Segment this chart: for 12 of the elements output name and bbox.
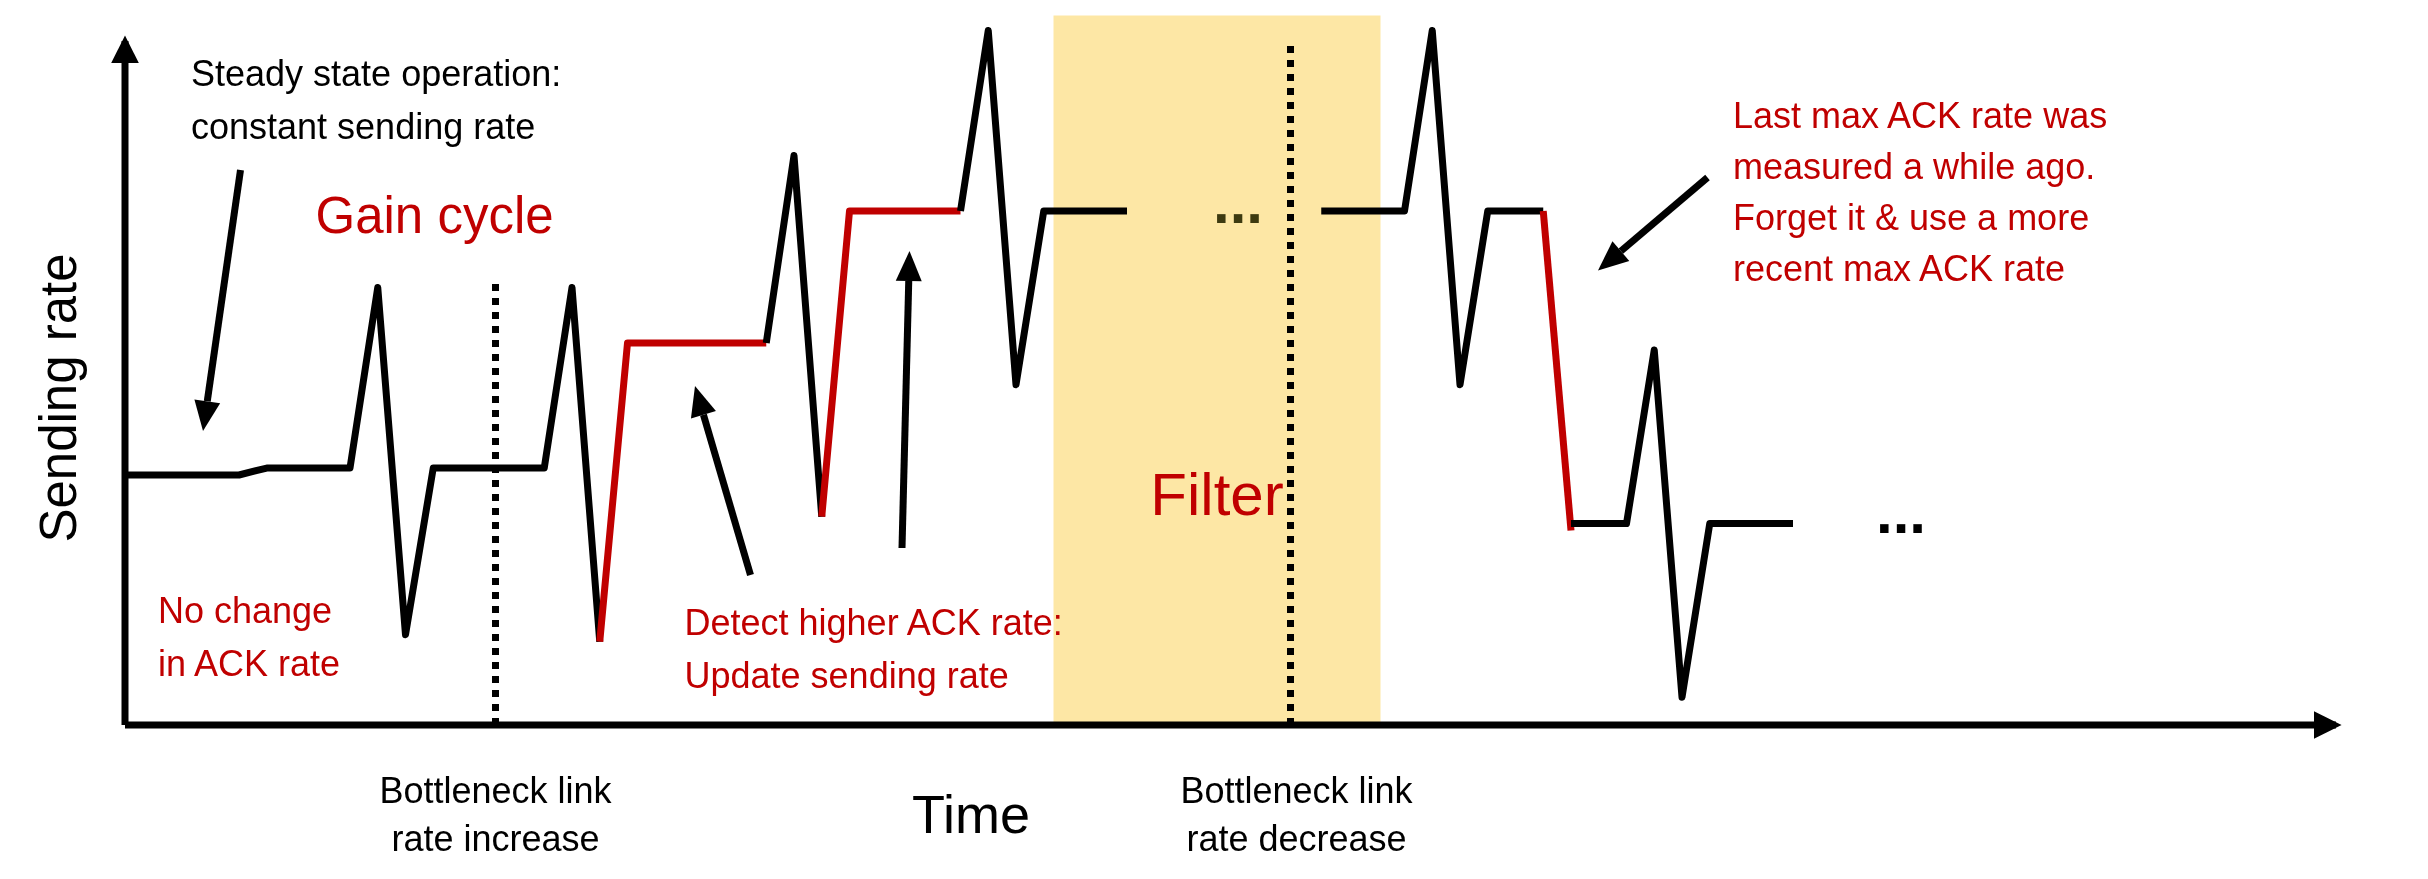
x-axis-title: Time xyxy=(912,784,1030,844)
annotation: Steady state operation: constant sending rate xyxy=(191,53,562,147)
text: Bottleneck link rate decrease xyxy=(1180,770,1414,859)
annotation: No change in ACK rate xyxy=(158,590,341,684)
text: ... xyxy=(1875,479,1927,546)
annotation: Last max ACK rate was measured a while ago. Forget it & use a more recent max ACK rate xyxy=(1733,95,2108,289)
annotation: Filter xyxy=(1150,461,1284,528)
y-axis-title: Sending rate xyxy=(29,253,87,543)
annotation: ... xyxy=(1212,168,1264,236)
annotation: Detect higher ACK rate: Update sending rate xyxy=(684,602,1063,696)
annotation: Gain cycle xyxy=(315,187,554,244)
text: Bottleneck link rate increase xyxy=(379,770,613,859)
